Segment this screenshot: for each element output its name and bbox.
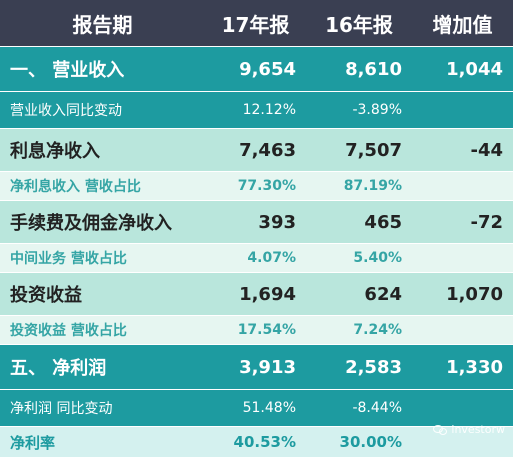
value-increase: 1,070 xyxy=(412,273,513,316)
value-2017: 40.53% xyxy=(205,427,306,458)
value-2016: -3.89% xyxy=(306,92,412,129)
value-increase: -44 xyxy=(412,129,513,172)
row-label: 净利率 xyxy=(0,427,205,458)
table-row: 投资收益 1,694 624 1,070 xyxy=(0,273,513,316)
watermark-text: investorw xyxy=(451,423,505,436)
table-row: 手续费及佣金净收入 393 465 -72 xyxy=(0,201,513,244)
row-label: 五、 净利润 xyxy=(0,345,205,390)
table-row: 净利息收入 营收占比 77.30% 87.19% xyxy=(0,172,513,201)
value-2016: 2,583 xyxy=(306,345,412,390)
row-label: 一、 营业收入 xyxy=(0,47,205,92)
header-2017: 17年报 xyxy=(205,0,306,47)
value-2016: 87.19% xyxy=(306,172,412,201)
value-2017: 393 xyxy=(205,201,306,244)
value-2017: 12.12% xyxy=(205,92,306,129)
value-increase xyxy=(412,316,513,345)
table-row: 中间业务 营收占比 4.07% 5.40% xyxy=(0,244,513,273)
row-label: 净利润 同比变动 xyxy=(0,390,205,427)
value-increase: -72 xyxy=(412,201,513,244)
header-2016: 16年报 xyxy=(306,0,412,47)
value-2016: 8,610 xyxy=(306,47,412,92)
row-label: 中间业务 营收占比 xyxy=(0,244,205,273)
value-2016: 5.40% xyxy=(306,244,412,273)
value-2017: 77.30% xyxy=(205,172,306,201)
value-2017: 3,913 xyxy=(205,345,306,390)
header-period: 报告期 xyxy=(0,0,205,47)
row-label: 投资收益 营收占比 xyxy=(0,316,205,345)
table-row: 利息净收入 7,463 7,507 -44 xyxy=(0,129,513,172)
value-2017: 9,654 xyxy=(205,47,306,92)
value-2016: -8.44% xyxy=(306,390,412,427)
value-2016: 465 xyxy=(306,201,412,244)
watermark: investorw xyxy=(433,423,505,436)
row-label: 利息净收入 xyxy=(0,129,205,172)
table-row: 投资收益 营收占比 17.54% 7.24% xyxy=(0,316,513,345)
row-label: 投资收益 xyxy=(0,273,205,316)
value-2017: 4.07% xyxy=(205,244,306,273)
row-label: 营业收入同比变动 xyxy=(0,92,205,129)
table-row: 一、 营业收入 9,654 8,610 1,044 xyxy=(0,47,513,92)
value-increase xyxy=(412,390,513,427)
value-2017: 1,694 xyxy=(205,273,306,316)
value-increase: 1,330 xyxy=(412,345,513,390)
wechat-icon xyxy=(433,424,447,435)
value-increase: 1,044 xyxy=(412,47,513,92)
value-increase xyxy=(412,172,513,201)
row-label: 净利息收入 营收占比 xyxy=(0,172,205,201)
value-increase xyxy=(412,244,513,273)
value-2016: 7.24% xyxy=(306,316,412,345)
value-increase xyxy=(412,92,513,129)
value-2017: 7,463 xyxy=(205,129,306,172)
value-2016: 7,507 xyxy=(306,129,412,172)
header-row: 报告期 17年报 16年报 增加值 xyxy=(0,0,513,47)
value-2016: 624 xyxy=(306,273,412,316)
row-label: 手续费及佣金净收入 xyxy=(0,201,205,244)
value-2017: 17.54% xyxy=(205,316,306,345)
table-row: 五、 净利润 3,913 2,583 1,330 xyxy=(0,345,513,390)
header-increase: 增加值 xyxy=(412,0,513,47)
table-row: 营业收入同比变动 12.12% -3.89% xyxy=(0,92,513,129)
value-2016: 30.00% xyxy=(306,427,412,458)
table-row: 净利润 同比变动 51.48% -8.44% xyxy=(0,390,513,427)
value-2017: 51.48% xyxy=(205,390,306,427)
